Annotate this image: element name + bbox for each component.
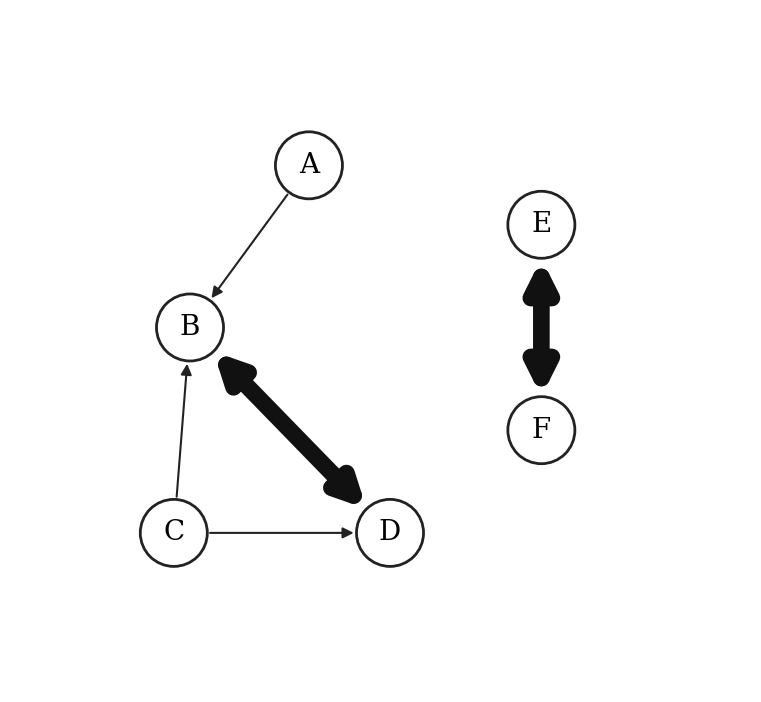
Text: E: E [531, 211, 552, 238]
Circle shape [356, 499, 424, 567]
Circle shape [508, 191, 575, 258]
Text: C: C [163, 519, 184, 546]
Circle shape [275, 132, 342, 199]
Text: F: F [532, 417, 551, 444]
Text: B: B [180, 314, 200, 341]
Circle shape [508, 397, 575, 464]
Text: A: A [299, 152, 319, 179]
Circle shape [157, 294, 224, 361]
Text: D: D [379, 519, 401, 546]
Circle shape [140, 499, 207, 567]
